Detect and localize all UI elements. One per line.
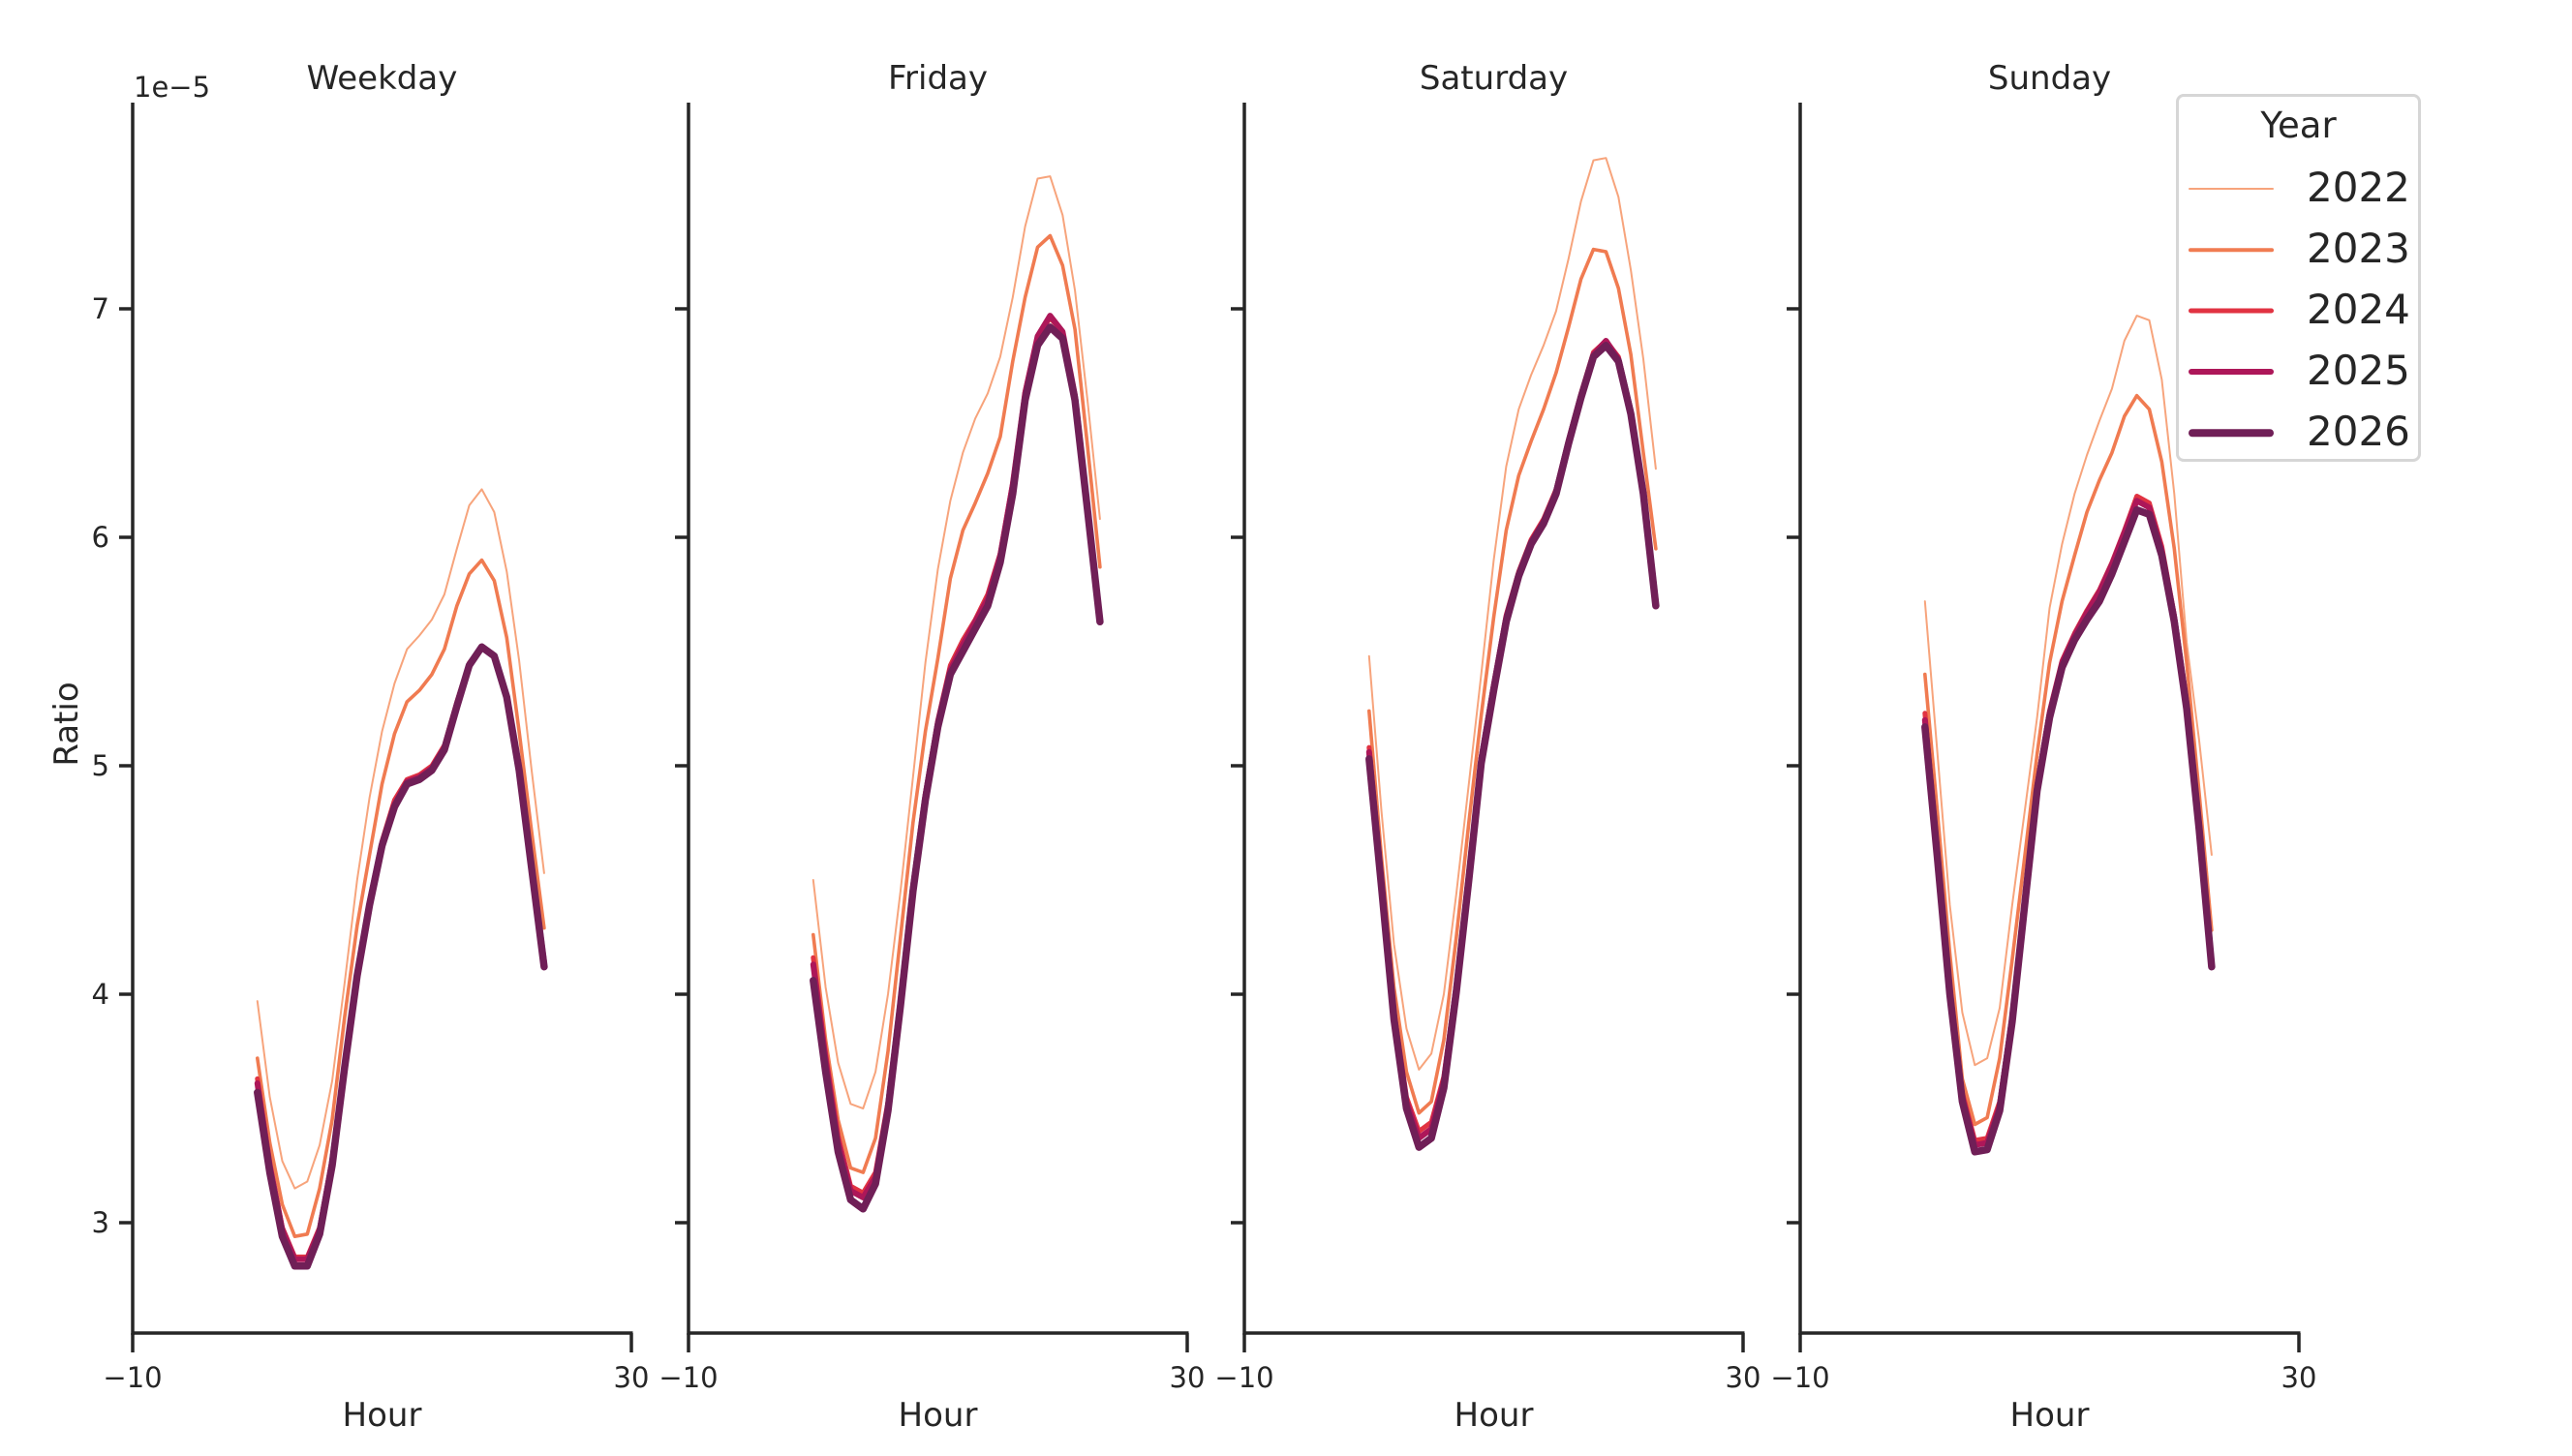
panel-title-saturday: Saturday [1420, 59, 1568, 98]
series-line-2024 [255, 644, 547, 1259]
series-line-2022 [1923, 315, 2213, 1067]
x-tick-label: −10 [1214, 1361, 1273, 1394]
legend: Year 2022 2023 2024 2025 2026 [2176, 94, 2421, 462]
legend-line-swatch-icon [2189, 188, 2274, 190]
series-line-2022 [256, 488, 545, 1190]
x-tick-label: 30 [1170, 1361, 1206, 1394]
panel-title-sunday: Sunday [1988, 59, 2111, 98]
y-tick-label: 6 [92, 521, 109, 554]
legend-line-swatch-icon [2189, 429, 2274, 437]
legend-item-2026: 2026 [2189, 408, 2411, 455]
series-line-2026 [254, 643, 548, 1270]
legend-item-2024: 2024 [2189, 286, 2411, 333]
legend-item-2025: 2025 [2189, 347, 2411, 394]
panel-title-friday: Friday [888, 59, 988, 98]
x-axis-label: Hour [343, 1396, 422, 1435]
series-line-2024 [811, 315, 1103, 1196]
y-tick-label: 3 [92, 1206, 109, 1239]
series-line-2025 [810, 313, 1103, 1200]
y-axis-label: Ratio [47, 682, 86, 766]
series-line-2022 [1367, 157, 1657, 1071]
y-tick-label: 4 [92, 978, 109, 1011]
series-line-2022 [811, 175, 1101, 1109]
series-line-2026 [1921, 505, 2216, 1156]
panel-title-weekday: Weekday [307, 59, 458, 98]
legend-line-swatch-icon [2189, 308, 2274, 314]
x-tick-label: 30 [1726, 1361, 1761, 1394]
series-line-2023 [811, 233, 1102, 1174]
series-line-2023 [1923, 393, 2214, 1127]
x-axis-label: Hour [2010, 1396, 2090, 1435]
legend-label: 2024 [2307, 286, 2410, 333]
legend-label: 2022 [2307, 164, 2410, 211]
x-tick-label: −10 [103, 1361, 162, 1394]
series-line-2023 [255, 558, 546, 1238]
legend-item-2022: 2022 [2189, 164, 2411, 211]
x-tick-label: −10 [1770, 1361, 1829, 1394]
x-axis-label: Hour [899, 1396, 978, 1435]
legend-label: 2025 [2307, 347, 2410, 394]
series-line-2026 [810, 323, 1104, 1213]
series-line-2026 [1365, 342, 1660, 1151]
y-offset-label: 1e−5 [134, 71, 210, 104]
legend-item-2023: 2023 [2189, 225, 2411, 272]
legend-line-swatch-icon [2189, 369, 2274, 375]
legend-title: Year [2260, 105, 2337, 146]
legend-label: 2023 [2307, 225, 2410, 272]
x-tick-label: 30 [2281, 1361, 2317, 1394]
series-line-2025 [1365, 338, 1659, 1141]
x-axis-label: Hour [1454, 1396, 1534, 1435]
x-tick-label: −10 [658, 1361, 718, 1394]
legend-label: 2026 [2307, 408, 2410, 455]
y-tick-label: 5 [92, 749, 109, 782]
y-tick-label: 7 [92, 292, 109, 325]
legend-line-swatch-icon [2189, 248, 2274, 252]
series-line-2023 [1367, 247, 1658, 1115]
series-line-2024 [1366, 338, 1659, 1135]
x-tick-label: 30 [614, 1361, 650, 1394]
series-line-2025 [254, 644, 547, 1262]
